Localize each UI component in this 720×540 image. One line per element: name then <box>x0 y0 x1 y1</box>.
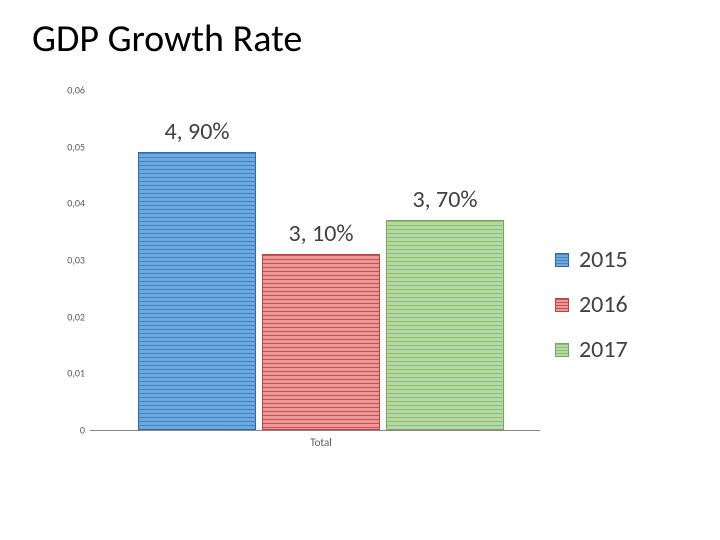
y-tick-label: 0,01 <box>50 367 85 380</box>
bar-label-2017: 3, 70% <box>385 185 505 214</box>
legend-swatch-2015 <box>555 253 569 267</box>
legend: 2015 2016 2017 <box>555 245 695 380</box>
legend-swatch-2017 <box>555 343 569 357</box>
chart-area: 4, 90% 3, 10%3, 70% Total 0 0,01 0,02 0,03 0,… <box>50 90 540 450</box>
chart-title: GDP Growth Rate <box>32 16 302 62</box>
y-tick-label: 0,04 <box>50 197 85 210</box>
bar-2017 <box>386 220 504 430</box>
bar-label-2015: 4, 90% <box>137 117 257 146</box>
bar-label-2016: 3, 10% <box>261 219 381 248</box>
bar-2015 <box>138 152 256 430</box>
legend-swatch-2016 <box>555 298 569 312</box>
legend-label-2017: 2017 <box>579 335 628 364</box>
legend-item-2015: 2015 <box>555 245 695 274</box>
y-tick-label: 0,05 <box>50 140 85 153</box>
x-axis-label: Total <box>310 436 332 449</box>
y-tick-label: 0,03 <box>50 254 85 267</box>
legend-label-2015: 2015 <box>579 245 628 274</box>
page-root: GDP Growth Rate 4, 90% 3, 10%3, 70% Total… <box>0 0 720 540</box>
bar-2016 <box>262 254 380 430</box>
y-tick-label: 0 <box>50 424 85 437</box>
legend-label-2016: 2016 <box>579 290 628 319</box>
y-tick-label: 0,06 <box>50 84 85 97</box>
legend-item-2017: 2017 <box>555 335 695 364</box>
legend-item-2016: 2016 <box>555 290 695 319</box>
plot-area: 4, 90% 3, 10%3, 70% <box>90 90 540 431</box>
y-tick-label: 0,02 <box>50 310 85 323</box>
